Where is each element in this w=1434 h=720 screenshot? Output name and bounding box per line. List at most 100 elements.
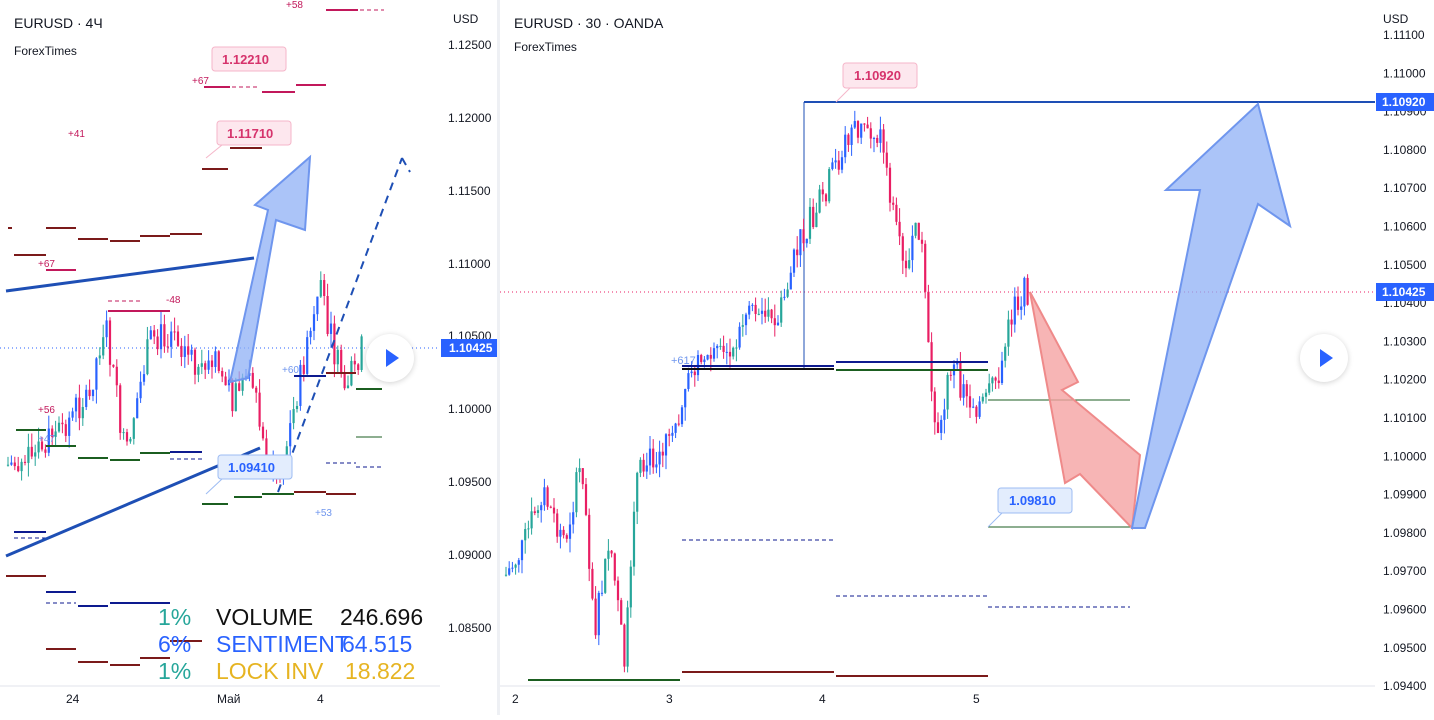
candle-body [684,388,687,408]
left-label-2[interactable]: 1.11710 [205,120,292,159]
candle-body [578,468,581,473]
candle-body [153,330,156,337]
candle-body [994,377,997,381]
candle-body [88,389,91,397]
candle-body [767,309,770,317]
left-up-arrow[interactable] [228,154,312,384]
candle-body [1023,277,1026,307]
right-high-price-badge [1376,93,1434,111]
stat-pct-volume: 1% [158,604,192,630]
left-dashed-projection[interactable] [277,157,403,493]
candle-body [904,260,908,269]
candle-body [597,592,600,636]
candle-body [200,363,203,367]
right-price-tick: 1.09900 [1383,488,1427,502]
candle-body [975,406,978,417]
right-down-arrow[interactable] [1029,291,1142,531]
candle-body [187,346,190,355]
candle-body [972,406,975,408]
candle-body [776,322,780,326]
candle-body [853,121,856,128]
candle-body [517,560,520,565]
candle-body [735,347,738,349]
right-symbol-title: EURUSD · 30 · OANDA [514,15,664,31]
right-label-bottom[interactable]: 1.09810 [987,487,1073,528]
candle-body [658,451,661,465]
candle-body [623,624,626,667]
candle-body [6,464,10,466]
right-chart-svg[interactable]: USD 1.111001.110001.109001.108001.107001… [500,0,1434,715]
candle-body [357,364,360,370]
candle-body [98,355,101,359]
candle-body [329,323,333,334]
candle-body [770,309,773,319]
candle-body [238,383,241,391]
right-play-button[interactable] [1300,334,1348,382]
left-stats-overlay: 1% VOLUME 246.696 6% SENTIMENT 64.515 1%… [0,0,440,700]
candle-body [221,370,224,377]
candle-body [37,441,40,453]
left-upper-trendline[interactable] [5,256,255,293]
candle-body [575,472,578,513]
candle-body [821,189,824,195]
candle-body [520,540,524,561]
candle-body [255,387,258,393]
candle-body [51,428,54,437]
candle-body [562,529,565,536]
candle-body [1007,319,1010,347]
candle-body [27,446,30,463]
candle-body [292,409,295,424]
candle-body [732,347,735,357]
candle-body [20,461,23,472]
right-up-arrow[interactable] [1130,102,1292,529]
candle-body [668,434,671,436]
right-chart-panel[interactable]: USD 1.11100 1.11000 1.10900 1.10800 1.10700 1… [500,0,1434,715]
candle-body [132,418,135,439]
candle-body [10,462,13,465]
candle-body [81,407,84,419]
candle-body [706,354,709,360]
candle-body [166,346,169,348]
right-price-tick: 1.10300 [1383,334,1427,348]
left-play-button[interactable] [366,334,414,382]
candle-body [645,465,648,472]
left-currency-label: USD [453,12,479,26]
left-chart-svg[interactable]: USD 1.12500 1.12000 1.11500 1.11000 1.10… [0,0,498,715]
right-time-tick: 4 [819,692,826,706]
candle-body [23,461,27,463]
right-price-tick: 1.09700 [1383,564,1427,578]
candle-body [812,206,815,228]
candle-body [815,212,818,228]
stat-label-sentiment: SENTIMENT [216,631,349,657]
candle-body [44,449,47,453]
candle-body [13,462,16,467]
candle-body [876,137,879,143]
candle-body [136,398,139,419]
left-label-3[interactable]: 1.09410 [205,454,293,495]
left-price-tick: 1.09000 [448,548,492,562]
mark: +47 [38,434,55,445]
left-price-tick: 1.10000 [448,402,492,416]
candle-body [674,423,677,433]
left-chart-panel[interactable]: USD 1.12500 1.12000 1.11500 1.11000 1.10… [0,0,499,715]
right-time-tick: 2 [512,692,519,706]
candle-body [556,513,559,537]
candle-body [616,580,620,601]
candle-body [122,432,125,434]
candle-body [508,568,511,575]
candle-body [988,383,991,393]
candle-body [234,383,237,412]
stat-value-volume: 246.696 [340,604,424,630]
candle-body [802,229,805,244]
candle-body [991,377,994,384]
candle-body [629,566,632,608]
candle-body [652,448,655,468]
candle-body [540,505,543,511]
right-label-top[interactable]: 1.10920 [835,62,918,103]
candle-body [940,419,943,433]
panel-divider[interactable] [497,0,501,715]
candle-body [693,371,696,376]
candle-body [824,194,828,202]
left-label-1[interactable]: 1.12210 [211,46,287,72]
svg-text:1.12210: 1.12210 [222,52,269,67]
